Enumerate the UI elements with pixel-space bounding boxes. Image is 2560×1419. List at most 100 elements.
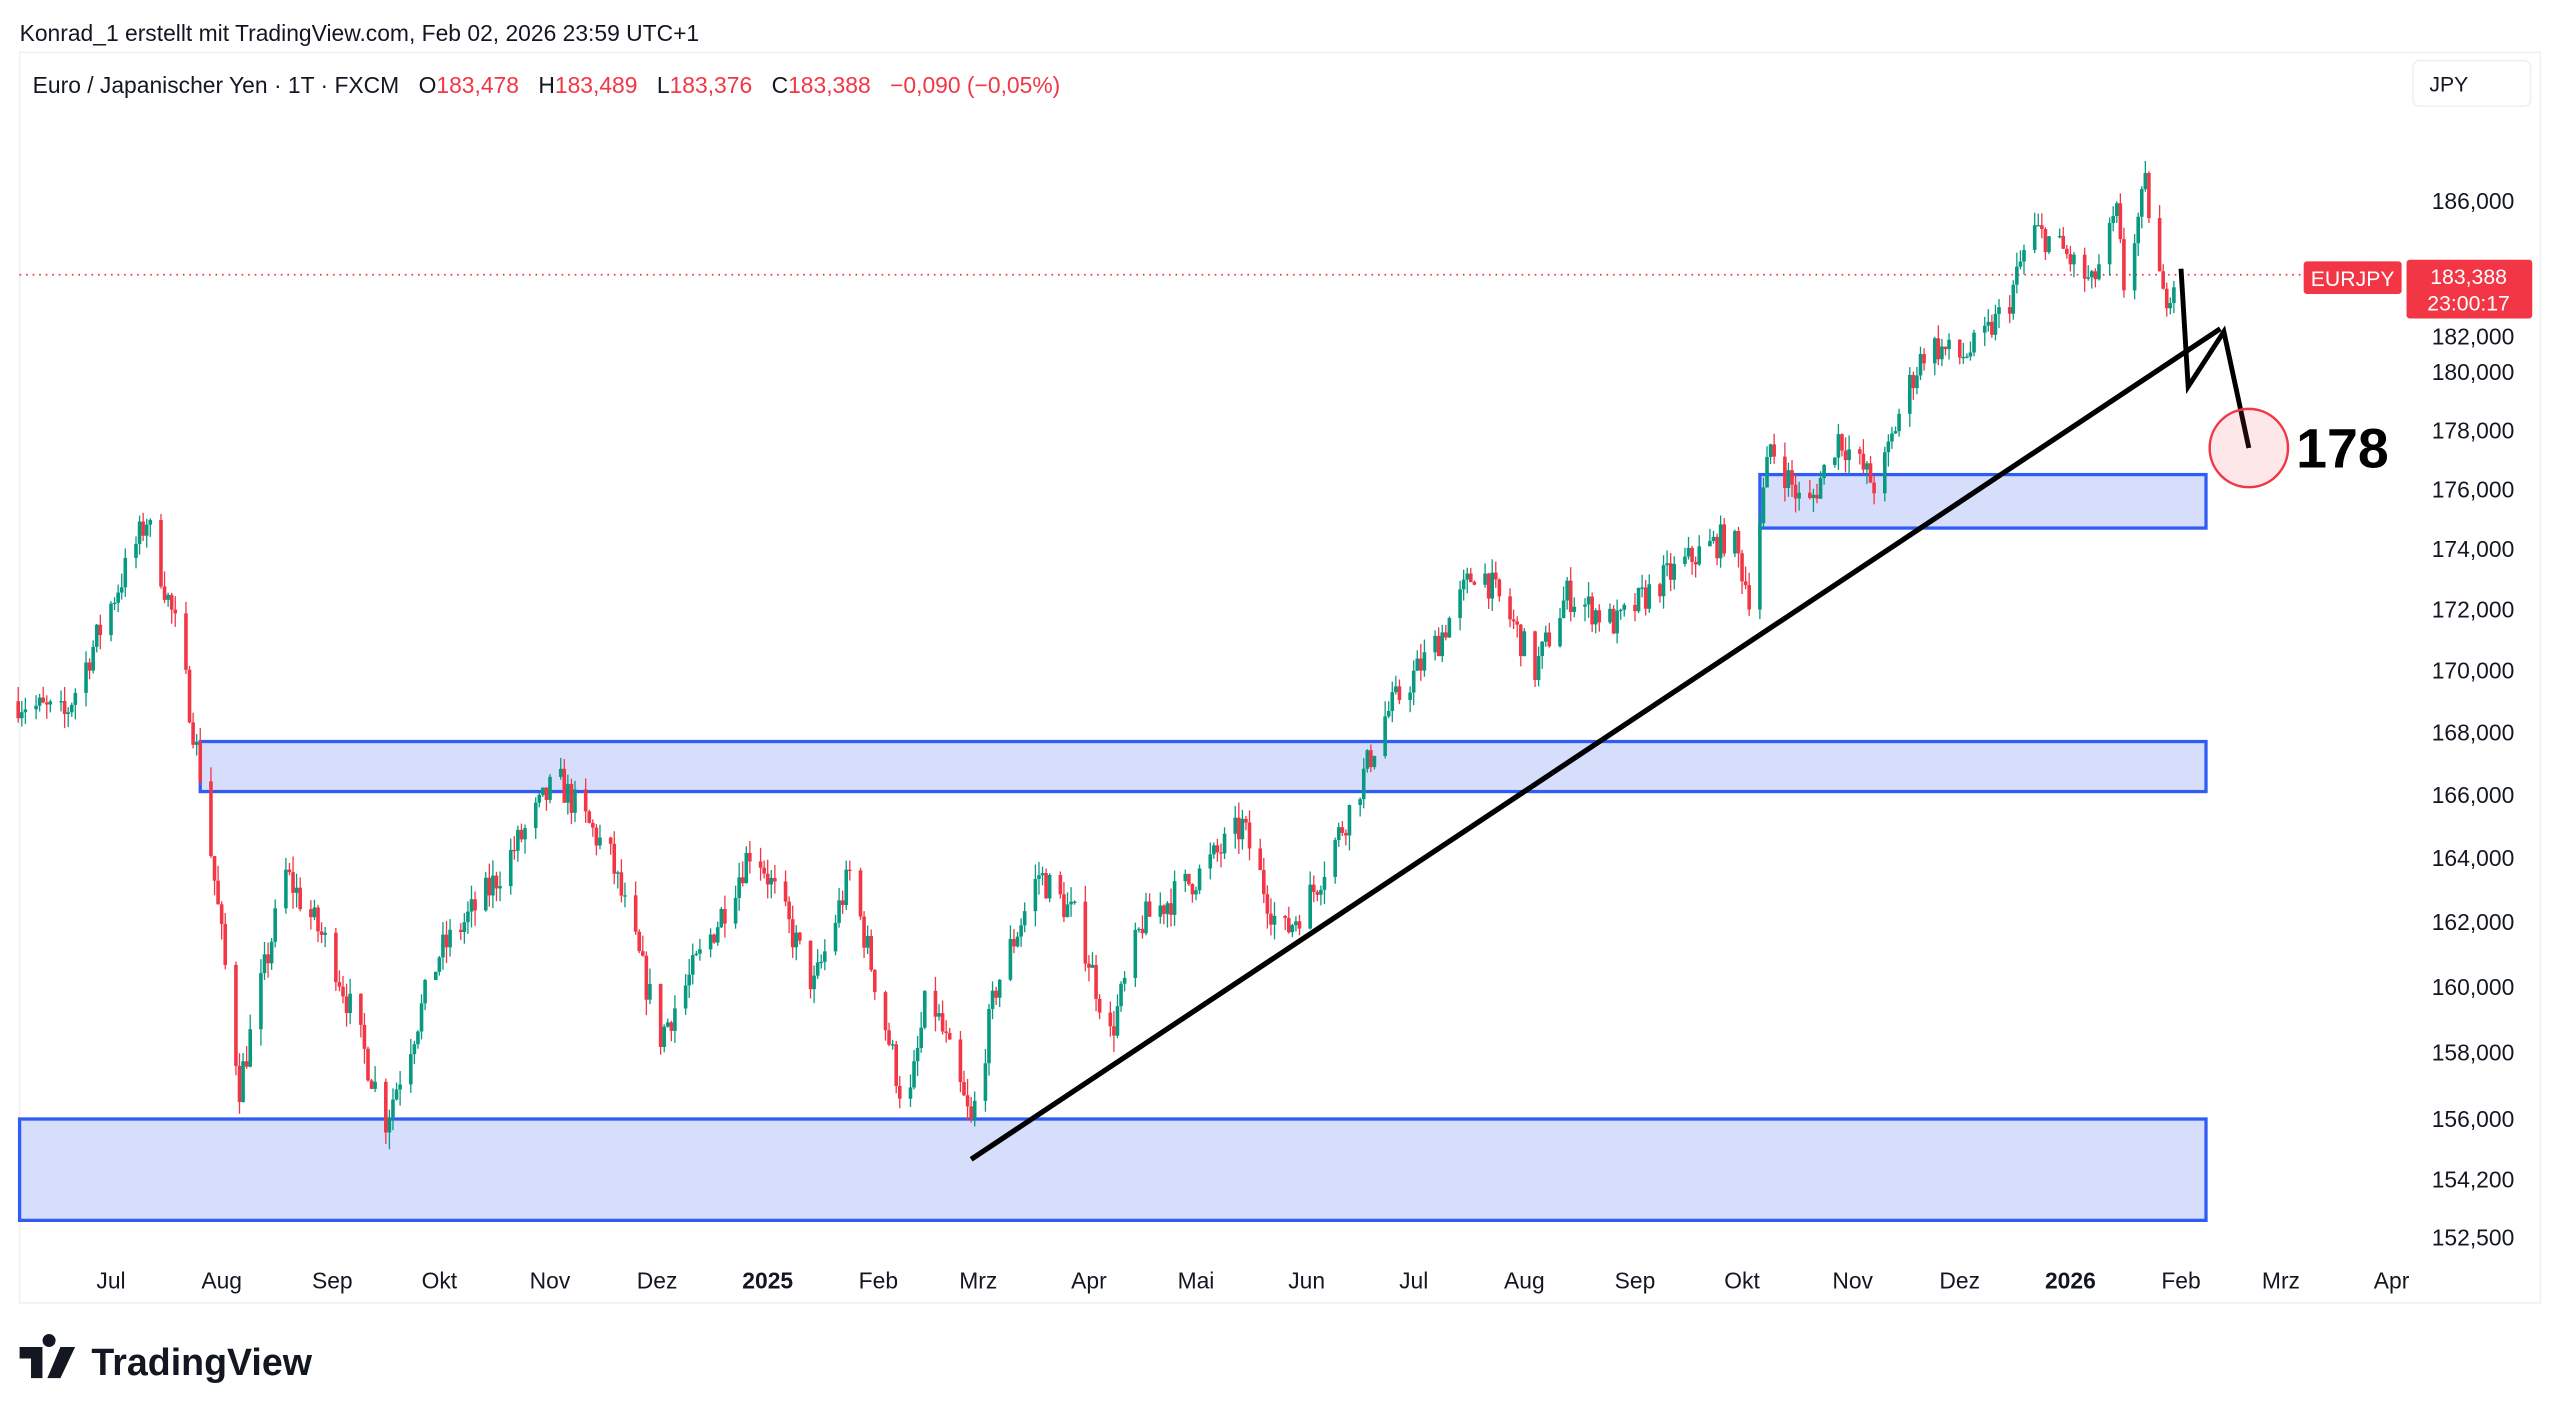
candle (1365, 749, 1370, 773)
candle-body (1019, 925, 1023, 937)
candle-body (608, 837, 613, 844)
candle-body (865, 935, 870, 948)
candle (1868, 455, 1873, 484)
candle (858, 867, 863, 920)
candle-body (990, 990, 995, 1009)
candle-body (2139, 189, 2144, 217)
price-axis[interactable]: 186,000 182,000 180,000 178,000 176,000 174,0… (2432, 188, 2515, 1251)
candle (2072, 252, 2076, 278)
candle-body (423, 980, 427, 1004)
candle-body (1693, 561, 1698, 565)
candle (2057, 228, 2062, 239)
candle (1022, 902, 1027, 933)
candle-body (1665, 563, 1669, 566)
support-zone[interactable] (1758, 472, 2208, 530)
candle (266, 942, 270, 978)
candle (344, 983, 349, 1027)
candle-body (1772, 444, 1776, 457)
candle (658, 983, 663, 1055)
time-tick-label: Jul (1399, 1267, 1428, 1293)
candle-body (1212, 845, 1216, 855)
candle-body (273, 908, 277, 942)
candle (616, 870, 620, 889)
candle-body (1122, 977, 1127, 984)
candle-body (1222, 833, 1227, 854)
candle-body (762, 867, 766, 874)
candle (872, 969, 877, 1000)
candle (159, 513, 163, 589)
candle (1047, 873, 1052, 903)
candle (1415, 650, 1420, 671)
candle-body (1361, 768, 1366, 800)
candle-body (1561, 600, 1566, 619)
candle-body (369, 1080, 374, 1089)
candle-body (1618, 609, 1623, 612)
target-label: 178 (2296, 418, 2389, 480)
time-tick-label: Feb (859, 1267, 898, 1293)
projection-path[interactable] (2178, 268, 2252, 449)
candle (2007, 295, 2012, 324)
candle (1661, 555, 1666, 609)
legend: Euro / Japanischer Yen · 1T · FXCM O183,… (33, 72, 1061, 98)
candle (837, 887, 841, 928)
time-tick-label: Mai (1178, 1267, 1215, 1293)
currency-button[interactable]: JPY (2412, 59, 2532, 108)
candle-body (2097, 264, 2101, 280)
candle-body (1540, 641, 1544, 657)
candle (1008, 925, 1013, 982)
candle (994, 986, 998, 1006)
candle (1240, 809, 1245, 850)
candle-body (1718, 524, 1723, 559)
candle-body (869, 935, 874, 970)
candle (1886, 434, 1891, 467)
candle (1993, 304, 1998, 341)
candle (73, 688, 78, 720)
candle-body (1518, 624, 1523, 657)
candle-body (1783, 456, 1787, 489)
candle (1386, 701, 1391, 719)
candle (166, 592, 170, 607)
support-zone[interactable] (17, 1117, 2208, 1222)
candle-body (1258, 848, 1263, 871)
candle-body (1986, 321, 1991, 326)
candle-body (1065, 904, 1070, 918)
candle-body (2072, 254, 2076, 265)
candle (37, 693, 42, 712)
candle-body (337, 982, 342, 987)
candle (919, 1011, 923, 1053)
candle (1815, 483, 1819, 504)
candle (1044, 868, 1048, 899)
price-tick-label: 178,000 (2432, 418, 2515, 444)
candle-body (698, 949, 702, 954)
candle (765, 859, 770, 899)
time-tick-label: Apr (2374, 1267, 2410, 1293)
candle (1786, 462, 1791, 497)
support-zone[interactable] (198, 739, 2208, 794)
candle-body (1147, 901, 1152, 917)
candle (708, 928, 713, 958)
candle-body (1768, 444, 1773, 457)
candle (1158, 892, 1163, 924)
symbol-title[interactable]: Euro / Japanischer Yen · 1T · FXCM (33, 72, 400, 98)
tradingview-logo[interactable]: TradingView (19, 1333, 313, 1383)
time-axis[interactable]: Jul Aug Sep Okt Nov Dez 2025 Feb Mrz Apr Mai Jun Jul… (96, 1267, 2409, 1293)
candle-body (1311, 884, 1316, 892)
target-marker[interactable] (2208, 407, 2290, 489)
candle (944, 1020, 948, 1043)
candle-body (1262, 870, 1266, 895)
candle-body (1897, 413, 1901, 432)
last-price-label: EURJPY 183,388 23:00:17 (2303, 259, 2533, 319)
time-tick-label: Okt (422, 1267, 458, 1293)
candle-body (1072, 901, 1077, 903)
candle (869, 929, 874, 972)
candle (34, 695, 38, 720)
candle (134, 536, 138, 569)
candle (409, 1038, 413, 1093)
candle-body (1568, 580, 1573, 612)
candle (2022, 244, 2026, 275)
trend-line[interactable] (969, 326, 2222, 1162)
candle (1761, 477, 1766, 529)
time-tick-label: 2025 (742, 1267, 793, 1293)
candle-body (2122, 239, 2126, 291)
candle (1768, 443, 1773, 465)
